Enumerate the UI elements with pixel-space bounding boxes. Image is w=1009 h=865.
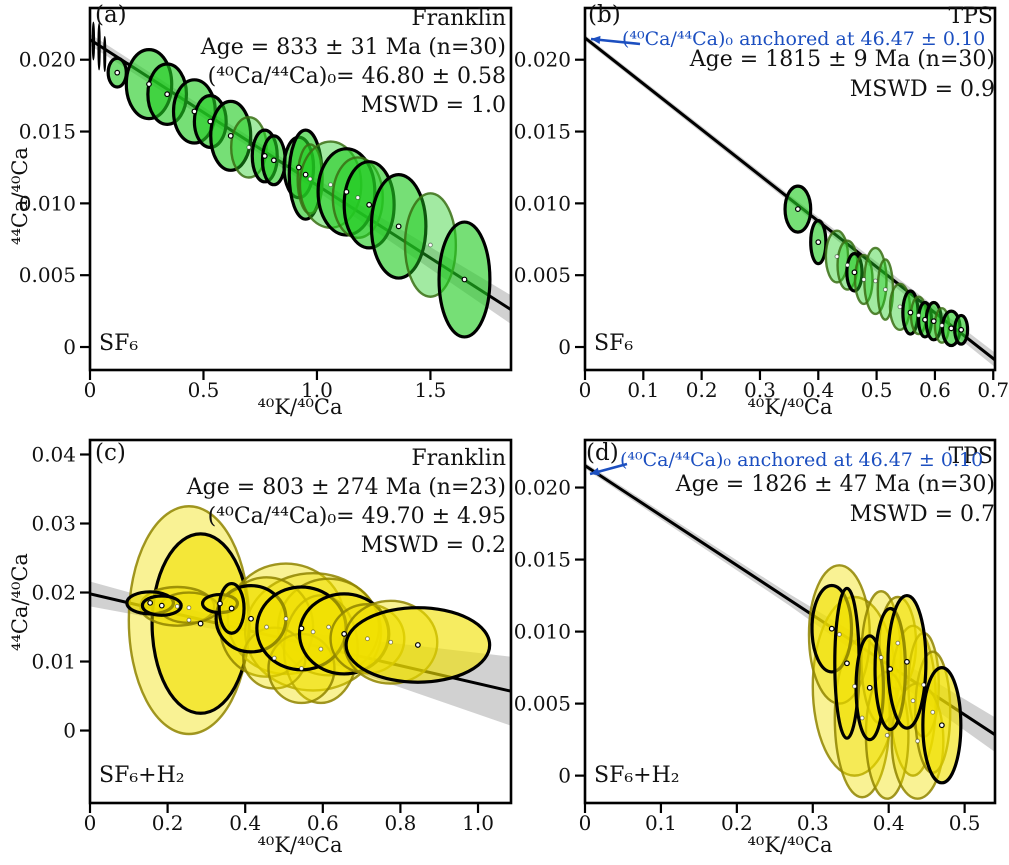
svg-text:0.02: 0.02 — [31, 581, 76, 605]
svg-text:1.5: 1.5 — [415, 378, 447, 402]
panel-c-initial-ratio: (⁴⁰Ca/⁴⁴Ca)₀= 49.70 ± 4.95 — [207, 504, 506, 529]
panel-b-mswd: MSWD = 0.9 — [849, 77, 995, 102]
panel-a-gas-label: SF₆ — [99, 331, 139, 356]
svg-text:0.020: 0.020 — [514, 476, 571, 500]
panel-b-plot: 0 0.1 0.2 0.3 0.4 0.5 0.6 0.7 0 0.005 0.010 0.015 0.… — [514, 6, 1009, 402]
svg-text:0.6: 0.6 — [307, 811, 339, 835]
svg-text:0.8: 0.8 — [385, 811, 417, 835]
svg-text:0.015: 0.015 — [19, 120, 76, 144]
svg-text:0.7: 0.7 — [977, 378, 1009, 402]
panel-d-age: Age = 1826 ± 47 Ma (n=30) — [675, 472, 995, 497]
svg-text:0.005: 0.005 — [514, 692, 571, 716]
svg-text:0.020: 0.020 — [19, 48, 76, 72]
panel-d-anchored-note: (⁴⁰Ca/⁴⁴Ca)₀ anchored at 46.47 ± 0.10 — [620, 449, 984, 471]
panel-d-xaxis-title: ⁴⁰K/⁴⁰Ca — [747, 833, 833, 857]
panel-b-xaxis-title: ⁴⁰K/⁴⁰Ca — [747, 395, 833, 419]
panel-c-gas-label: SF₆+H₂ — [99, 763, 185, 788]
panel-d-mswd: MSWD = 0.7 — [849, 502, 995, 527]
svg-text:0.5: 0.5 — [949, 811, 981, 835]
svg-text:0.03: 0.03 — [31, 512, 76, 536]
svg-text:0: 0 — [579, 811, 592, 835]
panel-c-age: Age = 803 ± 274 Ma (n=23) — [186, 475, 506, 500]
svg-text:0.2: 0.2 — [686, 378, 718, 402]
panel-c-label: (c) — [95, 440, 126, 466]
panel-a-yaxis-title: ⁴⁴Ca/⁴⁰Ca — [8, 147, 32, 245]
panel-a-age: Age = 833 ± 31 Ma (n=30) — [200, 35, 506, 60]
svg-text:0: 0 — [63, 719, 76, 743]
panel-b-age: Age = 1815 ± 9 Ma (n=30) — [689, 47, 995, 72]
svg-text:0.010: 0.010 — [514, 191, 571, 215]
panel-d-label: (d) — [586, 440, 619, 466]
svg-text:0.1: 0.1 — [645, 811, 677, 835]
svg-text:0.4: 0.4 — [229, 811, 261, 835]
panel-c-xaxis-title: ⁴⁰K/⁴⁰Ca — [257, 833, 343, 857]
svg-text:0.010: 0.010 — [19, 191, 76, 215]
panel-a-title: Franklin — [411, 6, 506, 31]
panel-c-plot: 0 0.2 0.4 0.6 0.8 1.0 0 0.01 0.02 0.03 0.04 — [31, 438, 513, 835]
panel-a-mswd: MSWD = 1.0 — [360, 93, 506, 118]
panel-a-xaxis-title: ⁴⁰K/⁴⁰Ca — [257, 395, 343, 419]
panel-a-annotations: Franklin Age = 833 ± 31 Ma (n=30) (⁴⁰Ca/… — [201, 4, 506, 120]
svg-text:0.010: 0.010 — [514, 620, 571, 644]
panel-b-anchored-note: (⁴⁰Ca/⁴⁴Ca)₀ anchored at 46.47 ± 0.10 — [622, 28, 986, 50]
svg-text:0.005: 0.005 — [19, 263, 76, 287]
panel-d-plot: 0 0.1 0.2 0.3 0.4 0.5 0 0.005 0.010 0.015 0.020 — [514, 438, 997, 835]
panel-c-mswd: MSWD = 0.2 — [360, 533, 506, 558]
svg-text:0.3: 0.3 — [744, 378, 776, 402]
panel-a-plot: 0 0.5 1.0 1.5 0 0.005 0.010 0.015 0.020 — [19, 6, 513, 402]
svg-text:0.5: 0.5 — [188, 378, 220, 402]
svg-text:0.04: 0.04 — [31, 442, 76, 466]
svg-text:1.0: 1.0 — [301, 378, 333, 402]
svg-text:0: 0 — [579, 378, 592, 402]
svg-text:0: 0 — [558, 764, 571, 788]
panel-b-gas-label: SF₆ — [594, 331, 634, 356]
svg-text:0.01: 0.01 — [31, 650, 76, 674]
panel-a-label: (a) — [95, 2, 127, 28]
svg-text:0.2: 0.2 — [721, 811, 753, 835]
panel-d-gas-label: SF₆+H₂ — [594, 763, 680, 788]
panel-c-yaxis-title: ⁴⁴Ca/⁴⁰Ca — [8, 553, 32, 651]
svg-text:0.4: 0.4 — [802, 378, 834, 402]
svg-text:0.005: 0.005 — [514, 263, 571, 287]
svg-text:1.0: 1.0 — [462, 811, 494, 835]
svg-text:0.2: 0.2 — [152, 811, 184, 835]
svg-text:0: 0 — [84, 811, 97, 835]
panel-c-title: Franklin — [411, 446, 506, 471]
svg-text:0.4: 0.4 — [873, 811, 905, 835]
panel-b-label: (b) — [588, 2, 621, 28]
svg-text:0: 0 — [558, 335, 571, 359]
svg-text:0.015: 0.015 — [514, 548, 571, 572]
svg-text:0: 0 — [84, 378, 97, 402]
panel-a-initial-ratio: (⁴⁰Ca/⁴⁴Ca)₀= 46.80 ± 0.58 — [207, 64, 506, 89]
svg-text:0.020: 0.020 — [514, 48, 571, 72]
panel-c-annotations: Franklin Age = 803 ± 274 Ma (n=23) (⁴⁰Ca… — [187, 444, 506, 560]
svg-text:0.015: 0.015 — [514, 120, 571, 144]
svg-text:0.1: 0.1 — [627, 378, 659, 402]
svg-text:0.5: 0.5 — [861, 378, 893, 402]
panel-b-title: TPS — [948, 4, 993, 29]
svg-text:0.3: 0.3 — [797, 811, 829, 835]
svg-text:0: 0 — [63, 335, 76, 359]
svg-text:0.6: 0.6 — [919, 378, 951, 402]
panel-d-title: TPS — [948, 444, 993, 469]
